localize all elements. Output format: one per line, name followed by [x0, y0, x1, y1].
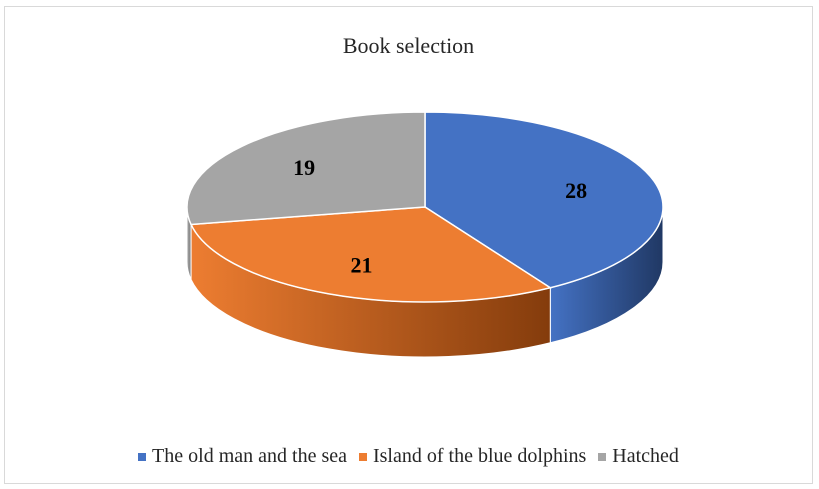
data-label-1: 21 [351, 252, 373, 277]
legend-swatch-2 [598, 452, 607, 461]
pie-slice-1 [189, 206, 553, 303]
pie-slice-0 [424, 111, 664, 289]
legend-label-1: Island of the blue dolphins [372, 445, 587, 467]
data-label-0: 28 [565, 178, 587, 203]
legend-item-0: The old man and the sea [138, 445, 347, 468]
legend-swatch-0 [138, 452, 147, 461]
legend-item-1: Island of the blue dolphins [358, 445, 587, 468]
pie-slice-2 [186, 111, 426, 226]
legend-swatch-1 [358, 452, 367, 461]
data-label-2: 19 [293, 155, 315, 180]
legend-label-2: Hatched [612, 445, 679, 467]
legend-label-0: The old man and the sea [152, 445, 347, 467]
legend-item-2: Hatched [598, 445, 679, 468]
chart-area: Book selection 28 21 19 The old man and th… [4, 6, 813, 484]
legend: The old man and the sea Island of the blu… [5, 445, 812, 468]
pie-chart: 28 21 19 [186, 111, 664, 358]
chart-title: Book selection [342, 33, 475, 58]
